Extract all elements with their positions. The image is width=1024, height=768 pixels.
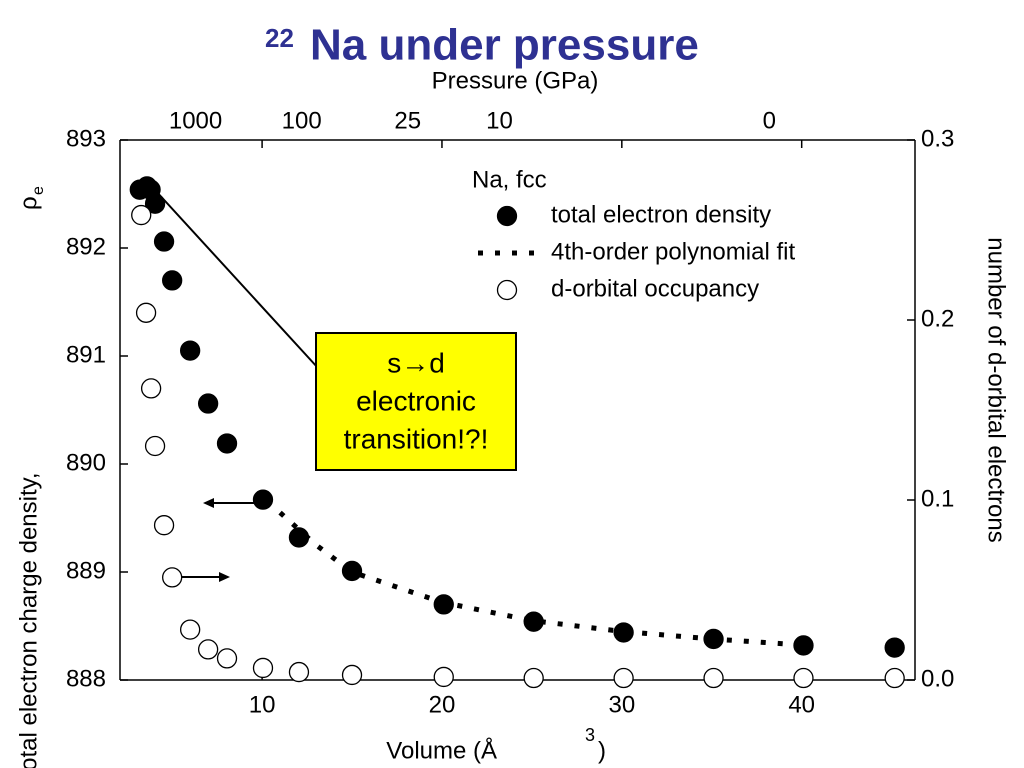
data-point (793, 667, 814, 689)
x2-tick-label: 100 (282, 107, 322, 134)
y-axis-label-rho: ρ (15, 196, 42, 210)
axis-arrow-head (203, 498, 214, 508)
data-point (197, 639, 219, 660)
data-point (144, 435, 166, 457)
legend-label: 4th-order polynomial fit (551, 238, 795, 265)
data-point (140, 378, 162, 399)
data-point (703, 667, 724, 689)
data-point (252, 489, 274, 510)
y-tick-label: 888 (66, 665, 106, 692)
y-axis-label-sub: e (30, 186, 47, 195)
y2-tick-label: 0.2 (921, 305, 954, 332)
legend-marker (496, 279, 518, 301)
annotation-text: s→d (387, 347, 445, 378)
annotation-box (315, 332, 517, 471)
data-point (216, 648, 238, 669)
data-point (153, 515, 175, 536)
x-tick-label: 10 (249, 691, 276, 718)
legend-marker (496, 205, 518, 227)
legend-label: d-orbital occupancy (551, 275, 759, 302)
data-point (135, 302, 157, 323)
y2-axis-label: number of d-orbital electrons (983, 237, 1010, 542)
chart-title-prefix: 22 (265, 23, 294, 53)
data-point (884, 667, 905, 689)
data-point (252, 657, 274, 679)
y-tick-label: 890 (66, 449, 106, 476)
y-tick-label: 891 (66, 341, 106, 368)
data-point (793, 635, 814, 656)
annotation-pointer (154, 189, 319, 369)
data-point (613, 667, 634, 689)
x2-axis-label: Pressure (GPa) (432, 67, 599, 94)
x-tick-label: 30 (608, 691, 635, 718)
y-tick-label: 892 (66, 233, 106, 260)
data-point (131, 204, 152, 226)
x2-tick-label: 25 (394, 107, 421, 134)
annotation-text: electronic (356, 385, 476, 416)
data-point (162, 567, 183, 588)
x-axis-label: Volume (Å (386, 736, 497, 764)
data-point (341, 664, 363, 686)
y2-tick-label: 0.0 (921, 665, 954, 692)
y2-tick-label: 0.3 (921, 125, 954, 152)
data-point (153, 231, 175, 252)
y2-tick-label: 0.1 (921, 485, 954, 512)
annotation-text: transition!?! (344, 423, 489, 454)
data-point (179, 340, 201, 361)
data-point (216, 433, 238, 454)
x-tick-label: 40 (788, 691, 815, 718)
axis-arrow-head (219, 572, 230, 582)
chart-title: Na under pressure (310, 21, 699, 70)
data-point (613, 622, 634, 643)
x-axis-label-sup: 3 (585, 725, 595, 745)
x2-tick-label: 10 (486, 107, 513, 134)
data-point (179, 619, 201, 640)
legend-title: Na, fcc (472, 166, 547, 193)
legend-label: total electron density (551, 201, 771, 228)
data-point (162, 270, 183, 291)
data-point (433, 666, 454, 688)
data-point (144, 193, 166, 214)
data-point (341, 560, 363, 582)
y-tick-label: 893 (66, 125, 106, 152)
x2-tick-label: 1000 (169, 107, 222, 134)
data-point (884, 637, 905, 658)
y-axis-label: total electron charge density, (15, 472, 42, 768)
y-axis-label-group: total electron charge density, ρ e (15, 186, 47, 768)
x2-tick-label: 0 (763, 107, 776, 134)
data-point (197, 393, 219, 414)
x-tick-label: 20 (429, 691, 456, 718)
y-tick-label: 889 (66, 557, 106, 584)
data-point (288, 661, 310, 683)
data-point (523, 667, 544, 689)
fit-line (278, 510, 793, 647)
x-axis-label-end: ) (598, 737, 606, 764)
